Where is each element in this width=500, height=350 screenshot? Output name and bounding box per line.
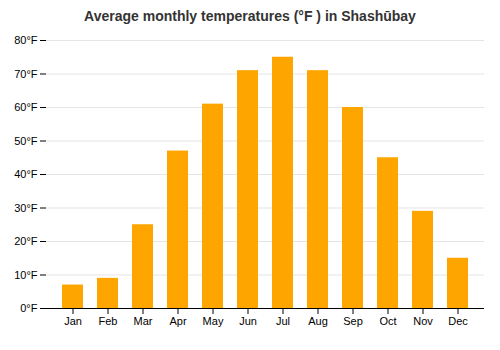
svg-text:30°F: 30°F [14,202,38,214]
svg-text:40°F: 40°F [14,168,38,180]
svg-text:Mar: Mar [134,315,153,327]
svg-text:50°F: 50°F [14,135,38,147]
svg-text:0°F: 0°F [20,302,38,314]
svg-text:Jun: Jun [239,315,257,327]
svg-text:Apr: Apr [169,315,186,327]
svg-text:80°F: 80°F [14,34,38,46]
svg-text:60°F: 60°F [14,101,38,113]
svg-text:10°F: 10°F [14,269,38,281]
svg-text:Jul: Jul [276,315,290,327]
svg-text:70°F: 70°F [14,68,38,80]
svg-text:May: May [203,315,224,327]
svg-text:Sep: Sep [343,315,363,327]
svg-text:Feb: Feb [99,315,118,327]
svg-text:Jan: Jan [64,315,82,327]
svg-text:20°F: 20°F [14,235,38,247]
svg-text:Nov: Nov [413,315,433,327]
svg-text:Oct: Oct [379,315,396,327]
svg-text:Aug: Aug [308,315,328,327]
svg-text:Dec: Dec [448,315,468,327]
html-text:Average monthly temperatures (: Average monthly temperatures (°F ) in Sh… [84,8,416,24]
